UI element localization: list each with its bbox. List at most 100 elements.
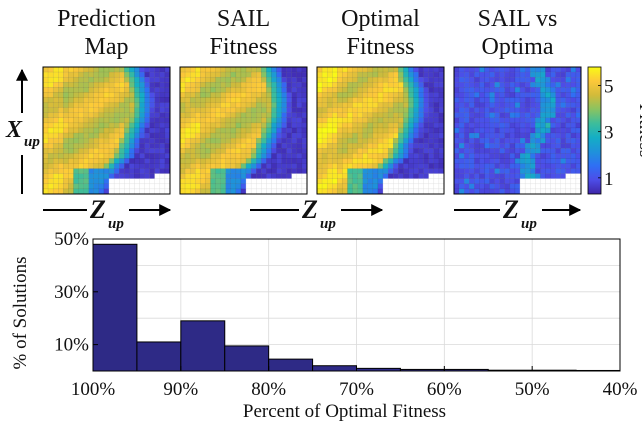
map-cell (479, 122, 485, 129)
map-cell (205, 163, 211, 169)
map-cell (413, 127, 419, 134)
map-cell (499, 132, 506, 139)
map-cell (458, 82, 465, 88)
map-cell (179, 188, 186, 195)
map-cell (575, 183, 582, 190)
map-cell (494, 178, 500, 185)
map-cell (93, 188, 100, 195)
map-cell (382, 97, 389, 103)
map-cell (124, 87, 130, 93)
map-cell (184, 158, 191, 164)
map-cell (139, 163, 145, 169)
map-cell (129, 92, 135, 98)
map-cell (540, 173, 546, 179)
map-cell (575, 132, 582, 139)
map-cell (296, 92, 303, 98)
map-cell (245, 183, 252, 190)
map-cell (469, 107, 475, 113)
map-cell (469, 183, 475, 190)
map-cell (250, 102, 257, 108)
map-cell (326, 66, 333, 73)
map-cell (428, 137, 435, 144)
map-cell (256, 112, 262, 119)
map-cell (276, 127, 282, 134)
map-cell (428, 127, 435, 134)
map-cell (63, 183, 69, 190)
map-cell (484, 158, 490, 164)
map-cell (154, 122, 161, 129)
map-cell (332, 183, 338, 190)
map-cell (235, 168, 242, 174)
map-cell (93, 183, 100, 190)
map-cell (555, 87, 561, 93)
map-cell (382, 112, 389, 119)
map-cell (47, 143, 54, 149)
map-cell (144, 143, 150, 149)
map-cell (205, 148, 211, 154)
map-cell (342, 97, 348, 103)
map-cell (164, 158, 171, 164)
map-cell (403, 117, 409, 124)
map-cell (367, 148, 374, 154)
map-cell (93, 168, 100, 174)
map-cell (316, 188, 323, 195)
map-cell (119, 102, 125, 108)
map-cell (484, 71, 490, 78)
map-cell (93, 117, 100, 124)
map-cell (524, 66, 531, 73)
map-cell (256, 153, 262, 159)
map-cell (134, 183, 140, 190)
map-cell (195, 112, 201, 119)
map-cell (387, 112, 394, 119)
map-cell (423, 137, 429, 144)
map-cell (108, 102, 115, 108)
map-cell (113, 137, 120, 144)
map-cell (326, 87, 333, 93)
map-cell (535, 188, 541, 195)
map-cell (560, 92, 566, 98)
map-cell (387, 163, 394, 169)
map-cell (499, 107, 506, 113)
map-cell (337, 76, 343, 83)
map-cell (469, 127, 475, 134)
map-cell (316, 82, 323, 88)
map-cell (530, 82, 536, 88)
map-cell (474, 183, 480, 190)
map-cell (73, 127, 79, 134)
map-cell (382, 66, 389, 73)
map-cell (489, 127, 495, 134)
map-cell (195, 132, 201, 139)
map-cell (479, 173, 485, 179)
map-cell (78, 143, 84, 149)
map-cell (499, 76, 506, 83)
map-cell (210, 158, 216, 164)
map-cell (189, 87, 196, 93)
map-cell (519, 127, 526, 134)
map-cell (514, 71, 521, 78)
map-cell (469, 168, 475, 174)
map-cell (240, 122, 247, 129)
map-cell (296, 148, 303, 154)
map-cell (509, 97, 516, 103)
map-cell (423, 107, 429, 113)
map-cell (570, 178, 577, 185)
map-cell (398, 143, 404, 149)
map-cell (337, 178, 343, 185)
map-cell (387, 137, 394, 144)
map-cell (504, 112, 511, 119)
map-cell (479, 132, 485, 139)
map-cell (337, 92, 343, 98)
map-cell (463, 97, 470, 103)
map-cell (230, 107, 237, 113)
y-tick-label: 10% (54, 335, 89, 356)
map-cell (326, 92, 333, 98)
map-cell (245, 112, 252, 119)
map-cell (504, 163, 511, 169)
map-cell (509, 82, 516, 88)
map-cell (433, 76, 440, 83)
map-cell (377, 178, 384, 185)
map-cell (261, 158, 267, 164)
map-cell (296, 112, 303, 119)
map-cell (144, 122, 150, 129)
map-cell (316, 148, 323, 154)
